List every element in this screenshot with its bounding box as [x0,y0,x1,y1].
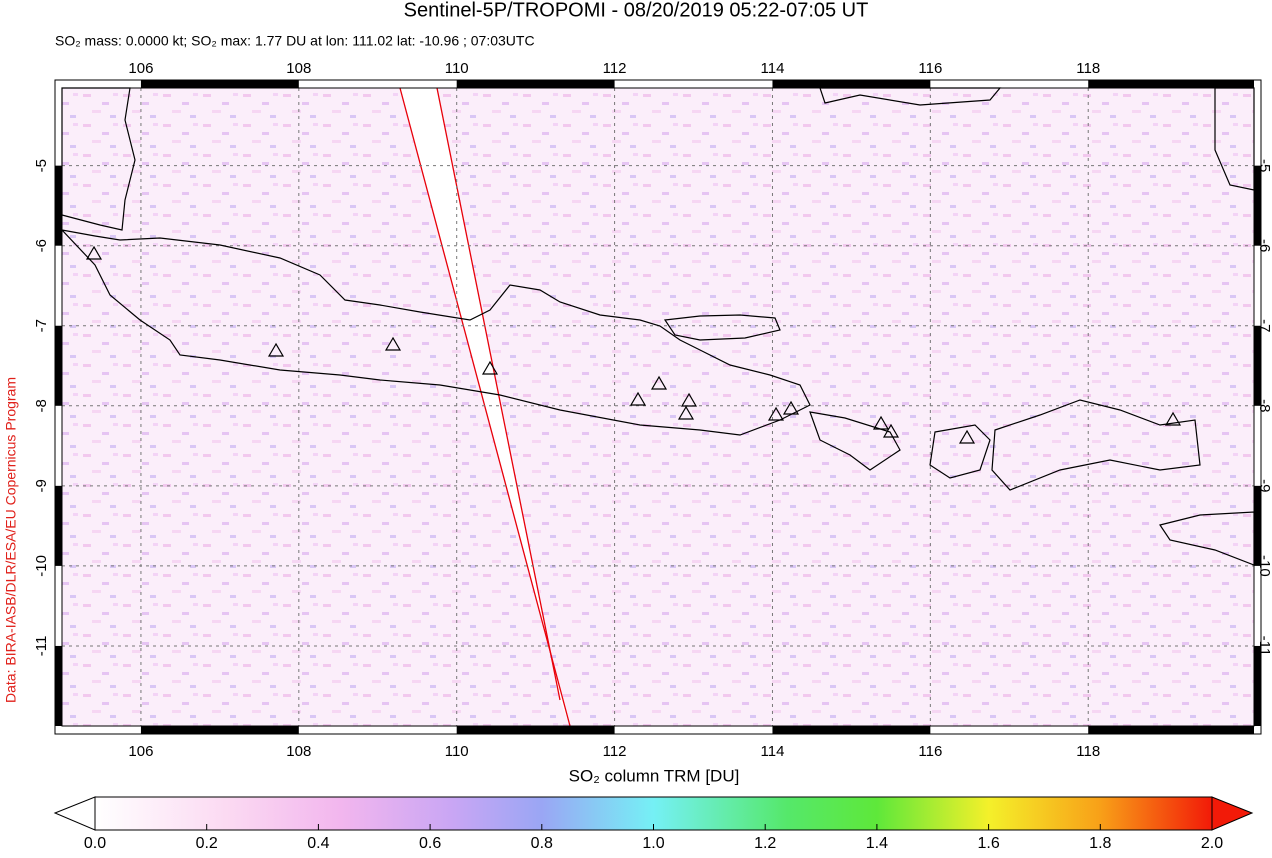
x-tick-label: 108 [286,60,311,77]
colorbar-tick-label: 0.4 [307,835,329,852]
subtitle: SO₂ mass: 0.0000 kt; SO₂ max: 1.77 DU at… [55,33,535,49]
map-frame [61,87,1255,727]
colorbar-tick-label: 1.4 [866,835,888,852]
x-tick-label: 112 [603,743,627,760]
colorbar-under [53,796,96,831]
border-bar [772,80,931,88]
colorbar-tick-label: 1.8 [1089,835,1111,852]
x-tick-label: 106 [128,60,153,77]
colorbar-tick-label: 0.8 [531,835,553,852]
bali [809,411,901,471]
colorbar-tick-label: 2.0 [1201,835,1223,852]
y-tick-label: -6 [1256,239,1272,252]
border-bar [55,325,62,406]
y-tick-label: -8 [1256,399,1272,412]
border-frame [54,79,1262,735]
border-bar [1254,645,1261,726]
axis-ticks: 106 106 108 108 110 110 112 112 114 114 116 116 118 1… [33,60,1272,760]
colorbar-ticks: 0.0 0.2 0.4 0.6 0.8 1.0 1.2 1.4 1.6 1.8 2.0 [84,824,1223,852]
colorbar-tick-label: 0.2 [196,835,218,852]
sumbawa [991,399,1201,491]
java [60,229,811,436]
colorbar-over [1211,796,1254,831]
x-tick-label: 116 [918,60,942,77]
volcanoes [85,245,1182,444]
x-tick-label: 118 [1076,60,1100,77]
x-tick-label: 114 [761,743,785,760]
sumatra [61,87,136,231]
border-bar [140,80,299,88]
border-bar [1254,485,1261,566]
x-tick-label: 106 [128,743,153,760]
colorbar-tick-label: 1.2 [754,835,776,852]
swath-edge [399,87,571,727]
credit: Data: BIRA-IASB/DLR/ESA/EU Copernicus Pr… [3,377,19,703]
border-bar [55,485,62,566]
x-tick-label: 108 [286,743,311,760]
border-bar [1254,165,1261,246]
border-bar [456,726,615,734]
swath-edge [436,87,561,701]
grid [62,88,1254,726]
title: Sentinel-5P/TROPOMI - 08/20/2019 05:22-0… [404,0,869,21]
y-tick-label: -11 [33,636,50,657]
x-tick-label: 114 [761,60,785,77]
x-tick-label: 110 [445,60,469,77]
colorbar-label: SO₂ column TRM [DU] [569,766,740,785]
y-tick-label: -7 [1256,319,1272,332]
y-tick-label: -10 [33,555,50,577]
x-tick-label: 118 [1076,743,1100,760]
border-bar [55,645,62,726]
madura [663,314,781,341]
x-tick-label: 110 [445,743,469,760]
so2-field [62,88,1254,726]
border-bar [55,165,62,246]
border-bar [1088,80,1254,88]
y-tick-label: -9 [33,479,50,492]
y-tick-label: -8 [33,399,50,412]
colorbar-tick-label: 1.0 [642,835,664,852]
lombok [929,424,991,479]
colorbar-tick-label: 0.6 [419,835,441,852]
colorbar-tick-label: 0.0 [84,835,106,852]
border-bar [772,726,931,734]
y-tick-label: -11 [1256,636,1272,657]
y-tick-label: -5 [33,159,50,172]
x-tick-label: 116 [918,743,942,760]
border-bar [456,80,615,88]
border-bar [140,726,299,734]
x-tick-label: 112 [603,60,627,77]
border-bar [1088,726,1254,734]
coastlines [60,87,1255,566]
y-tick-label: -7 [33,319,50,332]
y-tick-label: -9 [1256,479,1272,492]
y-tick-label: -6 [33,239,50,252]
y-tick-label: -5 [1256,159,1272,172]
y-tick-label: -10 [1256,555,1272,577]
border-bar [1254,325,1261,406]
colorbar-tick-label: 1.6 [977,835,999,852]
